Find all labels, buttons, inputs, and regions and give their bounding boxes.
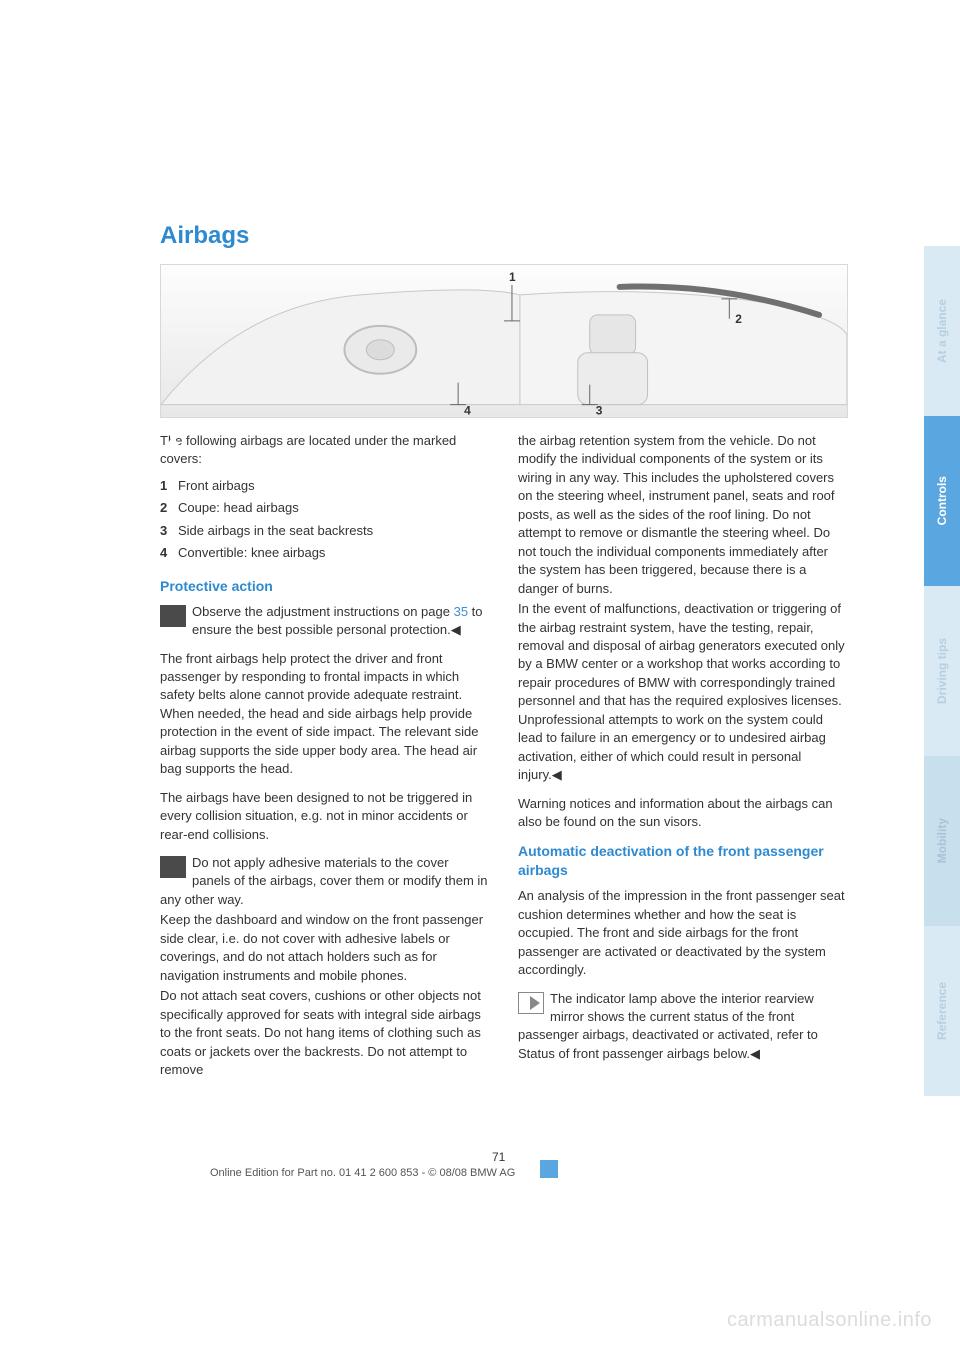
watermark: carmanualsonline.info xyxy=(727,1309,932,1332)
list-item: 3Side airbags in the seat backrests xyxy=(160,522,490,540)
intro-text: The following airbags are located under … xyxy=(160,432,490,469)
tab-label: Mobility xyxy=(935,818,949,863)
tab-label: At a glance xyxy=(935,299,949,363)
protective-warn2b: Keep the dashboard and window on the fro… xyxy=(160,911,490,985)
footer-text: Online Edition for Part no. 01 41 2 600 … xyxy=(210,1167,515,1179)
protective-col2b: In the event of malfunctions, deactivati… xyxy=(518,600,848,785)
tab-reference[interactable]: Reference xyxy=(924,926,960,1096)
diagram-label-1: 1 xyxy=(509,270,516,284)
protective-warn1: Observe the adjustment instructions on p… xyxy=(160,603,490,640)
tab-controls[interactable]: Controls xyxy=(924,416,960,586)
tab-label: Driving tips xyxy=(935,638,949,704)
list-item: 4Convertible: knee airbags xyxy=(160,544,490,562)
tab-driving-tips[interactable]: Driving tips xyxy=(924,586,960,756)
tip-icon xyxy=(518,992,544,1014)
protective-p2: The airbags have been designed to not be… xyxy=(160,789,490,844)
diagram-label-3: 3 xyxy=(596,404,603,418)
auto-heading: Automatic deactivation of the front pass… xyxy=(518,842,848,882)
warning-icon xyxy=(160,856,186,878)
page-number: 71 xyxy=(492,1150,505,1164)
tab-at-a-glance[interactable]: At a glance xyxy=(924,246,960,416)
protective-warn2a: Do not apply adhesive materials to the c… xyxy=(160,854,490,909)
diagram-label-2: 2 xyxy=(735,312,742,326)
content: Airbags xyxy=(160,222,848,1081)
protective-warn2c: Do not attach seat covers, cushions or o… xyxy=(160,987,490,1079)
auto-tip: The indicator lamp above the interior re… xyxy=(518,990,848,1064)
auto-p1: An analysis of the impression in the fro… xyxy=(518,887,848,979)
tab-label: Reference xyxy=(935,982,949,1040)
protective-col2c: Warning notices and information about th… xyxy=(518,795,848,832)
page-link-35[interactable]: 35 xyxy=(454,604,468,619)
diagram-svg: 1 2 3 4 xyxy=(161,265,847,418)
protective-col2a: the airbag retention system from the veh… xyxy=(518,432,848,598)
tab-label: Controls xyxy=(935,476,949,525)
diagram-label-4: 4 xyxy=(464,404,471,418)
page-title: Airbags xyxy=(160,222,848,250)
tab-mobility[interactable]: Mobility xyxy=(924,756,960,926)
protective-heading: Protective action xyxy=(160,577,490,597)
airbag-diagram: 1 2 3 4 xyxy=(160,264,848,418)
protective-p1: The front airbags help protect the drive… xyxy=(160,650,490,779)
airbag-list: 1Front airbags 2Coupe: head airbags 3Sid… xyxy=(160,477,490,563)
body-columns: The following airbags are located under … xyxy=(160,432,848,1081)
page: At a glance Controls Driving tips Mobili… xyxy=(0,0,960,1358)
list-item: 2Coupe: head airbags xyxy=(160,499,490,517)
list-item: 1Front airbags xyxy=(160,477,490,495)
warning-icon xyxy=(160,605,186,627)
footer-accent-block xyxy=(540,1160,558,1178)
